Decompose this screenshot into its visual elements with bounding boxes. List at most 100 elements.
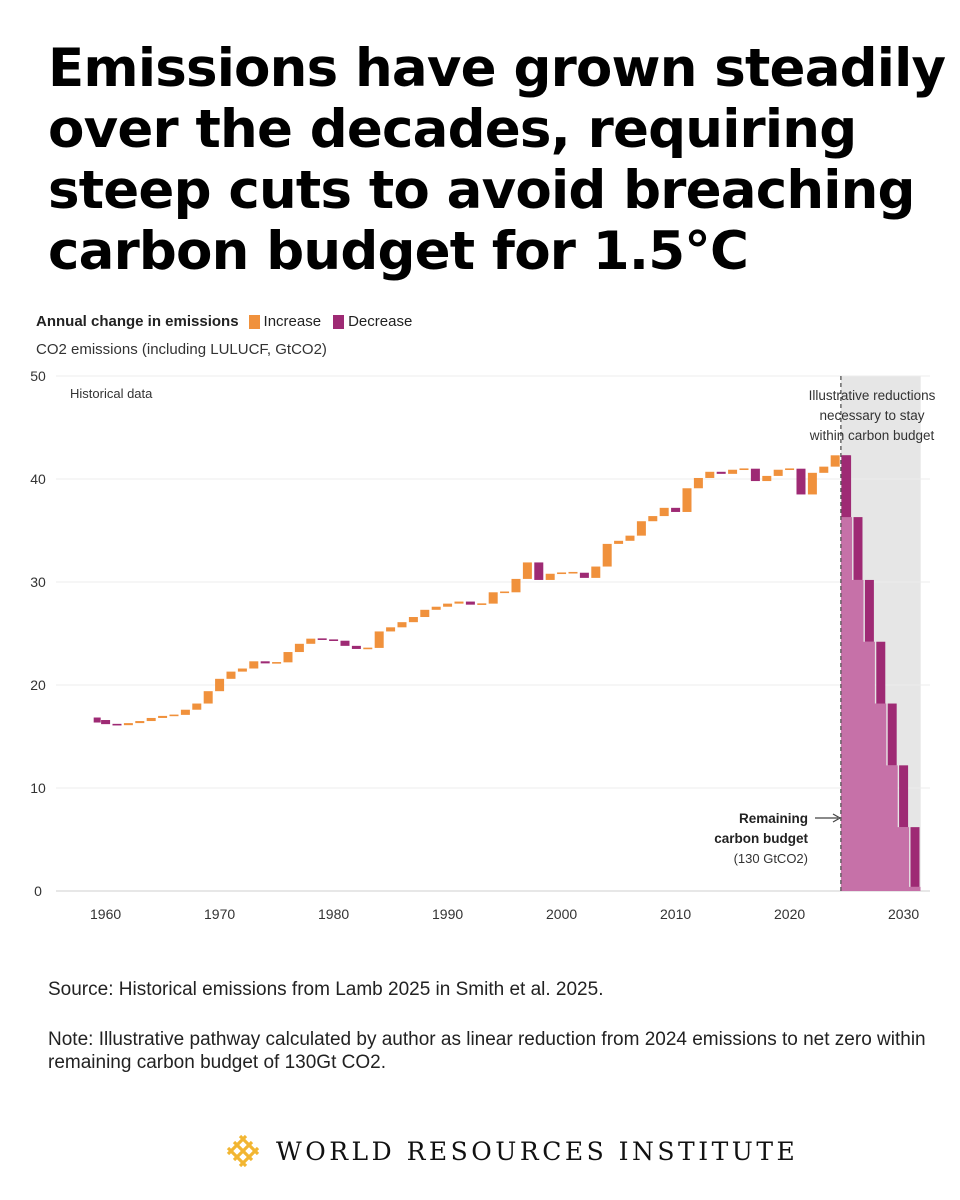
increase-bar bbox=[192, 703, 202, 710]
y-tick-label: 0 bbox=[34, 883, 42, 899]
logo-stroke bbox=[235, 1143, 261, 1169]
increase-bar bbox=[522, 562, 532, 579]
projection-decrease-bar bbox=[899, 765, 909, 828]
increase-bar bbox=[294, 643, 304, 653]
y-tick-label: 30 bbox=[30, 574, 46, 590]
increase-bar bbox=[386, 627, 396, 632]
increase-bar bbox=[249, 661, 259, 669]
increase-bar bbox=[443, 603, 453, 607]
y-tick-label: 20 bbox=[30, 677, 46, 693]
increase-bar bbox=[123, 723, 133, 726]
legend-label-decrease: Decrease bbox=[348, 313, 413, 330]
decrease-bar bbox=[340, 640, 350, 646]
increase-bar bbox=[454, 601, 464, 604]
increase-bar bbox=[169, 714, 179, 717]
legend-item-increase: Increase bbox=[248, 313, 321, 330]
logo-stroke bbox=[235, 1133, 261, 1159]
wri-lattice-logo-icon bbox=[225, 1133, 261, 1169]
decrease-bar bbox=[750, 468, 760, 482]
increase-bar bbox=[785, 468, 795, 471]
decrease-bar bbox=[93, 717, 101, 723]
increase-bar bbox=[226, 671, 236, 679]
headline-line: over the decades, requiring bbox=[48, 99, 857, 160]
x-tick-label: 1960 bbox=[90, 906, 121, 922]
projection-label: within carbon budget bbox=[809, 428, 935, 443]
x-tick-label: 2030 bbox=[888, 906, 919, 922]
projection-label: necessary to stay bbox=[819, 408, 924, 423]
increase-bar bbox=[648, 516, 658, 522]
increase-bar bbox=[306, 638, 316, 644]
increase-bar bbox=[602, 543, 612, 567]
budget-annotation-arrowhead bbox=[832, 813, 842, 823]
increase-bar bbox=[659, 507, 669, 517]
x-tick-label: 2020 bbox=[774, 906, 805, 922]
brand-logo: WORLD RESOURCES INSTITUTE bbox=[222, 1130, 798, 1172]
increase-bar bbox=[477, 603, 487, 605]
decrease-bar bbox=[465, 601, 475, 605]
decrease-bar bbox=[716, 471, 726, 474]
projection-label: Illustrative reductions bbox=[809, 388, 936, 403]
increase-bar bbox=[408, 617, 418, 623]
decrease-bar bbox=[796, 468, 806, 495]
projection-decrease-bar bbox=[853, 517, 863, 580]
increase-bar bbox=[693, 477, 703, 489]
chart-subtitle: CO2 emissions (including LULUCF, GtCO2) bbox=[36, 341, 327, 358]
x-tick-label: 1970 bbox=[204, 906, 235, 922]
increase-bar bbox=[135, 721, 145, 724]
headline-line: steep cuts to avoid breaching bbox=[48, 160, 916, 221]
increase-bar bbox=[363, 647, 373, 650]
increase-bar bbox=[272, 662, 282, 664]
decrease-bar bbox=[260, 661, 270, 664]
increase-bar bbox=[819, 466, 829, 473]
chart-legend: Annual change in emissions Increase Decr… bbox=[36, 313, 424, 330]
increase-bar bbox=[773, 469, 783, 476]
legend-item-decrease: Decrease bbox=[333, 313, 412, 330]
increase-bar bbox=[830, 455, 840, 467]
decrease-bar bbox=[579, 572, 589, 578]
projection-decrease-bar bbox=[841, 455, 851, 518]
increase-bar bbox=[431, 606, 441, 610]
x-tick-label: 1980 bbox=[318, 906, 349, 922]
increase-bar bbox=[511, 578, 521, 593]
budget-annotation-label: Remaining bbox=[739, 811, 808, 826]
increase-bar bbox=[237, 668, 247, 672]
x-tick-label: 1990 bbox=[432, 906, 463, 922]
increase-bar bbox=[180, 709, 190, 715]
budget-annotation-label: carbon budget bbox=[714, 831, 808, 846]
increase-bar bbox=[728, 469, 738, 474]
projection-decrease-bar bbox=[864, 579, 874, 642]
brand-name: WORLD RESOURCES INSTITUTE bbox=[276, 1136, 799, 1166]
x-tick-label: 2000 bbox=[546, 906, 577, 922]
y-tick-label: 50 bbox=[30, 368, 46, 384]
logo-stroke bbox=[229, 1137, 257, 1165]
headline: Emissions have grown steadily over the d… bbox=[48, 38, 946, 282]
projection-decrease-bar bbox=[876, 641, 886, 704]
decrease-bar bbox=[351, 645, 361, 649]
legend-swatch-increase bbox=[248, 314, 260, 329]
decrease-bar bbox=[671, 507, 681, 512]
increase-bar bbox=[374, 631, 384, 648]
increase-bar bbox=[146, 717, 156, 722]
increase-bar bbox=[500, 591, 510, 594]
source-text: Source: Historical emissions from Lamb 2… bbox=[48, 979, 604, 1000]
increase-bar bbox=[158, 715, 168, 718]
y-tick-label: 40 bbox=[30, 471, 46, 487]
x-tick-label: 2010 bbox=[660, 906, 691, 922]
projection-decrease-bar bbox=[910, 827, 920, 887]
projection-decrease-bar bbox=[887, 703, 897, 766]
increase-bar bbox=[488, 592, 498, 604]
decrease-bar bbox=[101, 720, 111, 725]
note-text: Note: Illustrative pathway calculated by… bbox=[48, 1029, 926, 1073]
decrease-bar bbox=[329, 639, 339, 641]
legend-title: Annual change in emissions bbox=[36, 313, 239, 330]
increase-bar bbox=[636, 521, 646, 536]
increase-bar bbox=[807, 472, 817, 495]
increase-bar bbox=[614, 540, 624, 544]
decrease-bar bbox=[534, 562, 544, 580]
increase-bar bbox=[215, 678, 225, 692]
increase-bar bbox=[203, 691, 213, 704]
headline-line: Emissions have grown steadily bbox=[48, 38, 946, 99]
decrease-bar bbox=[317, 638, 327, 640]
budget-annotation-detail: (130 GtCO2) bbox=[734, 851, 808, 866]
